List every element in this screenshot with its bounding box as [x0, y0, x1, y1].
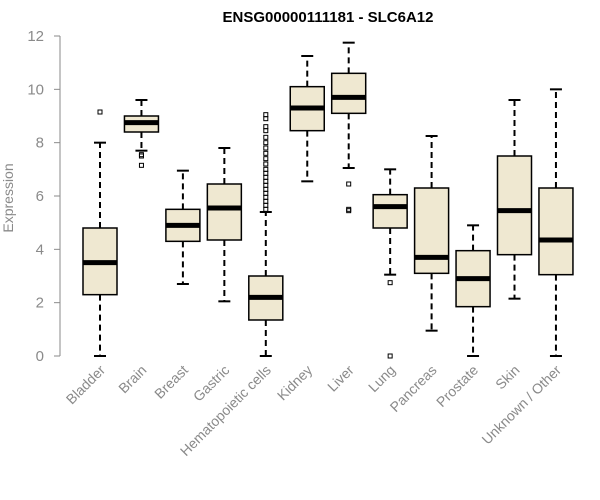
outlier-point	[346, 208, 352, 214]
outlier-point	[263, 206, 269, 212]
box-group	[165, 169, 201, 285]
outlier-point	[263, 174, 269, 180]
outlier-point	[97, 109, 103, 115]
x-tick-label: Lung	[365, 362, 398, 395]
outlier-point	[263, 166, 269, 172]
y-axis: 0 2 4 6 8 10 12	[27, 28, 61, 365]
x-tick-label: Prostate	[433, 362, 481, 410]
box-iqr	[496, 155, 533, 256]
box-iqr	[372, 193, 408, 229]
y-tick-label: 2	[36, 295, 44, 312]
box-group	[248, 112, 284, 357]
box-group	[206, 147, 243, 303]
box-group	[289, 55, 325, 183]
box-iqr	[538, 187, 574, 276]
y-tick-label: 6	[36, 188, 44, 205]
outlier-point	[263, 182, 269, 188]
y-tick-label: 10	[27, 81, 44, 98]
outlier-point	[346, 181, 352, 187]
outlier-point	[263, 170, 269, 176]
outlier-point	[263, 150, 269, 156]
outlier-point	[138, 153, 144, 159]
outlier-point	[263, 128, 269, 134]
outlier-point	[263, 178, 269, 184]
box-iqr	[206, 183, 243, 241]
outlier-point	[138, 152, 144, 158]
x-tick-label: Brain	[115, 362, 149, 396]
y-tick-label: 0	[36, 348, 44, 365]
box-group	[372, 168, 408, 359]
x-tick-label: Bladder	[63, 362, 109, 408]
x-tick-label: Breast	[151, 362, 191, 402]
outlier-point	[263, 156, 269, 162]
outlier-point	[263, 134, 269, 140]
outlier-point	[263, 190, 269, 196]
outlier-point	[263, 124, 269, 130]
x-tick-label: Liver	[324, 362, 357, 395]
outlier-point	[263, 112, 269, 118]
outlier-point	[387, 280, 393, 286]
outlier-point	[263, 161, 269, 167]
box-group	[123, 99, 160, 168]
outlier-point	[263, 116, 269, 122]
outlier-point	[263, 186, 269, 192]
outlier-point	[263, 198, 269, 204]
box-group	[455, 224, 491, 357]
y-tick-label: 8	[36, 135, 44, 152]
x-tick-label: Kidney	[274, 362, 316, 404]
y-tick-label: 4	[36, 241, 44, 258]
outlier-point	[263, 194, 269, 200]
outlier-point	[346, 206, 352, 212]
y-axis-label: Expression	[0, 163, 16, 232]
outlier-point	[263, 145, 269, 151]
outlier-point	[263, 202, 269, 208]
box-group	[496, 99, 533, 300]
box-group	[413, 135, 450, 332]
outlier-point	[263, 140, 269, 146]
box-group	[538, 88, 574, 357]
box-group	[330, 41, 367, 214]
x-tick-label: Skin	[492, 362, 523, 393]
box-iqr	[413, 187, 450, 275]
box-iqr	[330, 72, 367, 115]
y-tick-label: 12	[27, 28, 44, 45]
boxes-layer	[82, 41, 574, 359]
outlier-point	[387, 353, 393, 359]
chart-title: ENSG00000111181 - SLC6A12	[223, 9, 434, 26]
x-tick-label: Unknown / Other	[478, 362, 564, 448]
box-group	[82, 109, 118, 357]
outlier-point	[138, 162, 144, 168]
